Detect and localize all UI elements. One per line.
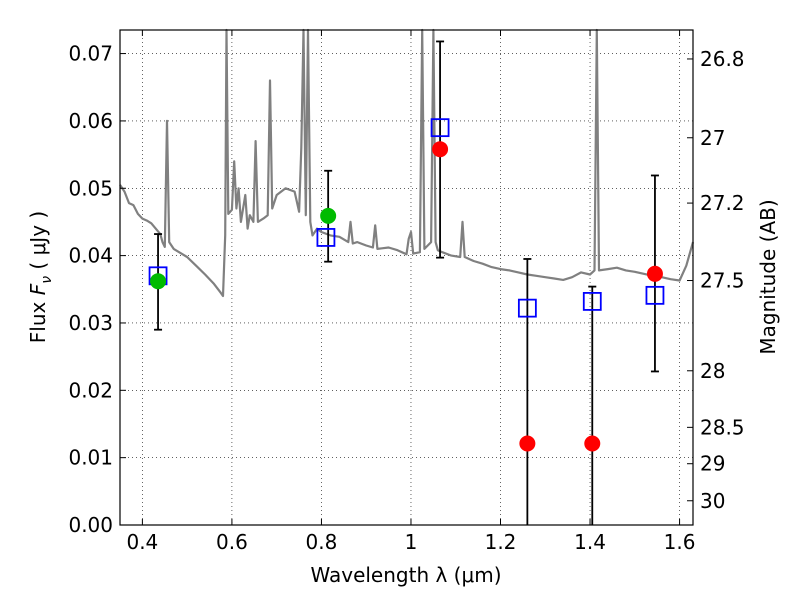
y2-tick-label: 27.5 [700, 269, 745, 293]
non-detection-point [432, 141, 449, 158]
y2-tick-label: 28.5 [700, 415, 745, 439]
model-flux-square [517, 298, 537, 318]
x-tick-label: 1.4 [574, 530, 606, 554]
x-tick-label: 0.8 [306, 530, 338, 554]
y-tick-label: 0.05 [68, 176, 113, 200]
y-tick-label: 0.01 [68, 446, 113, 470]
model-flux-square [645, 285, 665, 305]
y-tick-label: 0.00 [68, 513, 113, 537]
y-axis-ticks: 0.00 0.01 0.02 0.03 0.04 0.05 0.06 0.07 [68, 42, 126, 537]
spectrum-line [119, 28, 695, 298]
model-flux-square [316, 228, 336, 247]
y2-axis-label: Magnitude (AB) [756, 199, 780, 354]
y2-tick-label: 29 [700, 452, 725, 476]
y2-tick-label: 27.2 [700, 191, 745, 215]
detection-point [320, 207, 337, 224]
y2-tick-label: 28 [700, 359, 725, 383]
detection-point [150, 273, 167, 290]
y-tick-label: 0.04 [68, 244, 113, 268]
y2-tick-label: 26.8 [700, 47, 745, 71]
x-tick-label: 0.4 [126, 530, 158, 554]
x-axis-label: Wavelength λ (μm) [310, 563, 501, 587]
x-axis-ticks: 0.4 0.6 0.8 1 1.2 1.4 1.6 [126, 30, 695, 554]
x-tick-label: 1.6 [664, 530, 696, 554]
y-axis-label-unit: ( μJy ) [26, 211, 50, 276]
x-tick-label: 1 [405, 530, 418, 554]
model-flux-square [582, 292, 602, 311]
y-axis-label-symbol: F [26, 283, 50, 295]
model-flux-square [430, 118, 450, 138]
y-axis-label: Flux Fν ( μJy ) [26, 211, 55, 343]
y2-tick-label: 30 [700, 489, 725, 513]
plot-background [120, 30, 693, 525]
model-spectrum [119, 28, 695, 298]
y-axis-label-subscript: ν [39, 276, 55, 284]
plot-frame [119, 29, 694, 526]
x-tick-label: 1.2 [485, 530, 517, 554]
y-tick-label: 0.06 [68, 109, 113, 133]
model-photometry-markers [148, 118, 665, 318]
non-detection-point [646, 265, 663, 282]
y2-tick-label: 27 [700, 126, 725, 150]
y-axis-label-text: Flux [26, 295, 50, 343]
right-magnitude-axis-ticks: 26.8 27 27.2 27.5 28 28.5 29 30 [687, 47, 745, 513]
observed-flux-markers [150, 141, 663, 452]
y-tick-label: 0.07 [68, 42, 113, 66]
non-detection-point [584, 435, 601, 452]
x-tick-label: 0.6 [216, 530, 248, 554]
y-tick-label: 0.03 [68, 311, 113, 335]
non-detection-point [519, 435, 536, 452]
y-tick-label: 0.02 [68, 378, 113, 402]
